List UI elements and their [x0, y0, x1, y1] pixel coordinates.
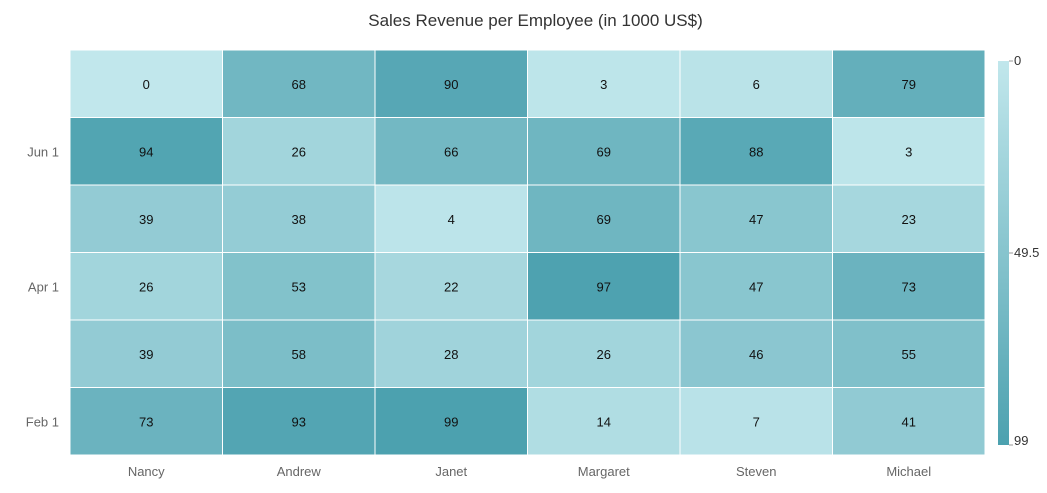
- cell-value-label: 94: [139, 144, 153, 159]
- x-tick-label: Margaret: [578, 464, 630, 479]
- x-tick-label: Michael: [886, 464, 931, 479]
- heatmap-cell: [832, 184, 986, 253]
- x-tick-label: Steven: [736, 464, 776, 479]
- cell-value-label: 3: [905, 144, 912, 159]
- cell-value-label: 39: [139, 212, 153, 227]
- heatmap-cell: [222, 184, 376, 253]
- heatmap-cell: [527, 387, 681, 456]
- heatmap-cell: [374, 387, 528, 456]
- heatmap-cell: [832, 252, 986, 321]
- legend-label: 49.5: [1014, 245, 1039, 260]
- cell-value-label: 97: [597, 279, 611, 294]
- heatmap-cell: [69, 184, 223, 253]
- heatmap-cell: [374, 184, 528, 253]
- cell-value-label: 14: [597, 414, 611, 429]
- cell-value-label: 0: [143, 77, 150, 92]
- heatmap-cell: [527, 319, 681, 388]
- cell-value-label: 88: [749, 144, 763, 159]
- y-tick-label: Jun 1: [27, 144, 59, 159]
- cell-value-label: 22: [444, 279, 458, 294]
- cell-value-label: 7: [753, 414, 760, 429]
- cell-value-label: 6: [753, 77, 760, 92]
- cell-value-label: 53: [292, 279, 306, 294]
- heatmap-cell: [222, 117, 376, 186]
- cell-value-label: 26: [597, 347, 611, 362]
- heatmap-cell: [832, 387, 986, 456]
- heatmap-cell: [374, 117, 528, 186]
- cell-value-label: 41: [902, 414, 916, 429]
- cell-value-label: 55: [902, 347, 916, 362]
- cell-value-label: 73: [139, 414, 153, 429]
- heatmap-cell: [69, 117, 223, 186]
- legend-label: 0: [1014, 53, 1021, 68]
- cell-value-label: 26: [292, 144, 306, 159]
- heatmap-cell: [222, 387, 376, 456]
- y-tick-label: Feb 1: [26, 414, 59, 429]
- heatmap-cell: [679, 117, 833, 186]
- legend-label: 99: [1014, 433, 1028, 448]
- cell-value-label: 79: [902, 77, 916, 92]
- cell-value-label: 58: [292, 347, 306, 362]
- cell-value-label: 39: [139, 347, 153, 362]
- chart-title: Sales Revenue per Employee (in 1000 US$): [368, 11, 703, 30]
- x-tick-label: Janet: [435, 464, 467, 479]
- x-tick-label: Nancy: [128, 464, 165, 479]
- cell-value-label: 47: [749, 279, 763, 294]
- cell-value-label: 28: [444, 347, 458, 362]
- cell-value-label: 4: [448, 212, 455, 227]
- heatmap-cell: [679, 387, 833, 456]
- cell-value-label: 47: [749, 212, 763, 227]
- heatmap-cell: [69, 319, 223, 388]
- heatmap-cell: [527, 252, 681, 321]
- heatmap-cell: [374, 319, 528, 388]
- cell-value-label: 90: [444, 77, 458, 92]
- heatmap-cell: [222, 319, 376, 388]
- heatmap-cell: [679, 49, 833, 118]
- cell-value-label: 99: [444, 414, 458, 429]
- x-tick-label: Andrew: [277, 464, 322, 479]
- cell-value-label: 38: [292, 212, 306, 227]
- cell-value-label: 66: [444, 144, 458, 159]
- heatmap-cell: [69, 252, 223, 321]
- cell-value-label: 69: [597, 144, 611, 159]
- heatmap-cell: [679, 319, 833, 388]
- cell-value-label: 46: [749, 347, 763, 362]
- heatmap-cell: [832, 117, 986, 186]
- cell-value-label: 69: [597, 212, 611, 227]
- cell-value-label: 73: [902, 279, 916, 294]
- heatmap-cell: [832, 49, 986, 118]
- y-tick-label: Apr 1: [28, 279, 59, 294]
- cell-value-label: 93: [292, 414, 306, 429]
- cell-value-label: 23: [902, 212, 916, 227]
- cell-value-label: 3: [600, 77, 607, 92]
- heatmap-cell: [69, 387, 223, 456]
- legend-color-bar: [998, 61, 1009, 445]
- cell-value-label: 68: [292, 77, 306, 92]
- cell-value-label: 26: [139, 279, 153, 294]
